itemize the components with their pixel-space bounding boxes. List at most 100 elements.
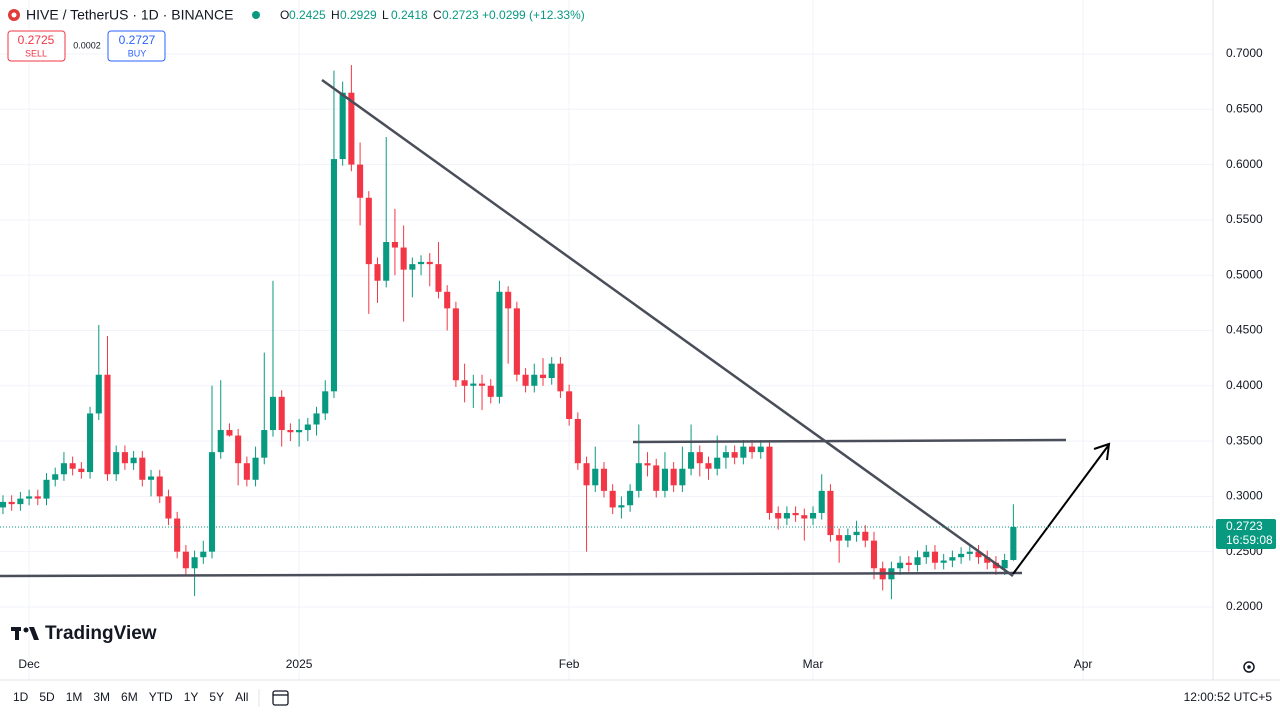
calendar-icon[interactable] [272,690,289,706]
candle-body [661,468,668,491]
candle-body [644,463,651,466]
candle-body [43,479,50,499]
trend-line [321,78,1014,578]
buy-price[interactable]: 0.2727 [119,33,156,47]
ohlc-value: 0.2425 [289,8,326,22]
range-button[interactable]: 3M [93,690,110,704]
candle-body [243,463,250,480]
candle-body [722,452,729,458]
candle-body [844,535,851,541]
y-tick-label: 0.2000 [1226,599,1263,613]
candle-body [139,457,146,480]
ohlc-key: O [280,8,289,22]
range-button[interactable]: 5D [39,690,55,704]
candle-body [391,242,398,248]
range-button[interactable]: 6M [121,690,138,704]
candle-body [130,457,137,464]
candle-body [731,452,738,458]
candle-body [783,512,790,519]
candle-body [696,452,703,464]
candle-body [304,424,311,431]
candle-body [470,383,477,386]
y-tick-label: 0.3000 [1226,489,1263,503]
logo-text: TradingView [45,623,157,644]
candle-body [653,465,660,491]
logo-mark [23,627,29,633]
candle-body [940,560,947,563]
grid [0,0,1213,680]
candle-body [78,468,85,473]
countdown: 16:59:08 [1226,533,1273,547]
candle-body [714,457,721,469]
sell-label[interactable]: SELL [25,48,47,58]
candle-body [165,496,172,519]
candle-body [487,385,494,397]
range-button[interactable]: 1Y [184,690,199,704]
candle-body [1010,527,1017,560]
candle-body [269,396,277,431]
candle-body [870,540,878,569]
arrow [1012,442,1111,575]
calendar-frame[interactable] [272,690,289,706]
range-button[interactable]: 5Y [209,690,224,704]
candle-body [705,463,712,469]
candle-body [984,557,991,563]
settings-icon[interactable] [1243,661,1255,673]
range-button[interactable]: YTD [149,690,173,704]
candle-body [566,391,573,419]
ohlc-value: 0.2418 [391,8,428,22]
candle-body [287,430,294,433]
change: +0.0299 (+12.33%) [482,8,585,22]
candle-body [862,531,869,541]
x-tick-label: Apr [1074,657,1093,671]
ohlc-key: H [331,8,340,22]
range-button[interactable]: 1M [66,690,83,704]
logo-mark [29,627,39,640]
y-tick-label: 0.3500 [1226,433,1263,447]
candle-body [156,476,163,497]
candle-body [836,535,843,541]
candle-body [365,197,372,265]
y-tick-label: 0.5000 [1226,267,1263,281]
candle-body [113,452,120,475]
y-tick-label: 0.7000 [1226,46,1263,60]
last-price-label: 0.2723 [1226,519,1263,533]
candle-body [339,92,346,160]
sell-price[interactable]: 0.2725 [18,33,55,47]
candle-body [435,264,442,292]
candle-body [400,247,407,270]
arrow-head [1093,442,1111,461]
symbol: HIVE / TetherUS · 1D · BINANCE [26,7,233,23]
candle-body [87,413,94,473]
candle-body [191,557,198,569]
x-tick-label: Feb [559,657,580,671]
candle-body [104,374,111,475]
candle-body [923,551,930,558]
buy-button[interactable] [107,30,166,62]
range-button[interactable]: All [235,690,248,704]
settings-icon-center[interactable] [1247,665,1251,669]
candle-body [174,518,181,552]
candle-body [235,435,242,464]
candle-body [958,553,965,558]
candle-body [635,463,642,491]
candle-body [26,496,33,499]
ohlc-key: C [433,8,442,22]
candle-body [426,261,433,265]
candle-body [809,512,817,519]
last-price-box [1216,519,1276,550]
candle-body [688,452,695,469]
candle-body [95,374,102,414]
trend-drawings [0,78,1067,578]
spread: 0.0002 [73,40,101,50]
candle-body [914,557,921,565]
candle-body [147,476,155,480]
candle-body [975,551,982,558]
candle-body [452,308,459,381]
range-button[interactable]: 1D [13,690,29,704]
buy-label[interactable]: BUY [128,48,147,58]
candle-body [374,264,381,281]
sell-button[interactable] [7,30,66,62]
ohlc-value: 0.2929 [340,8,377,22]
candle-body [0,501,7,508]
